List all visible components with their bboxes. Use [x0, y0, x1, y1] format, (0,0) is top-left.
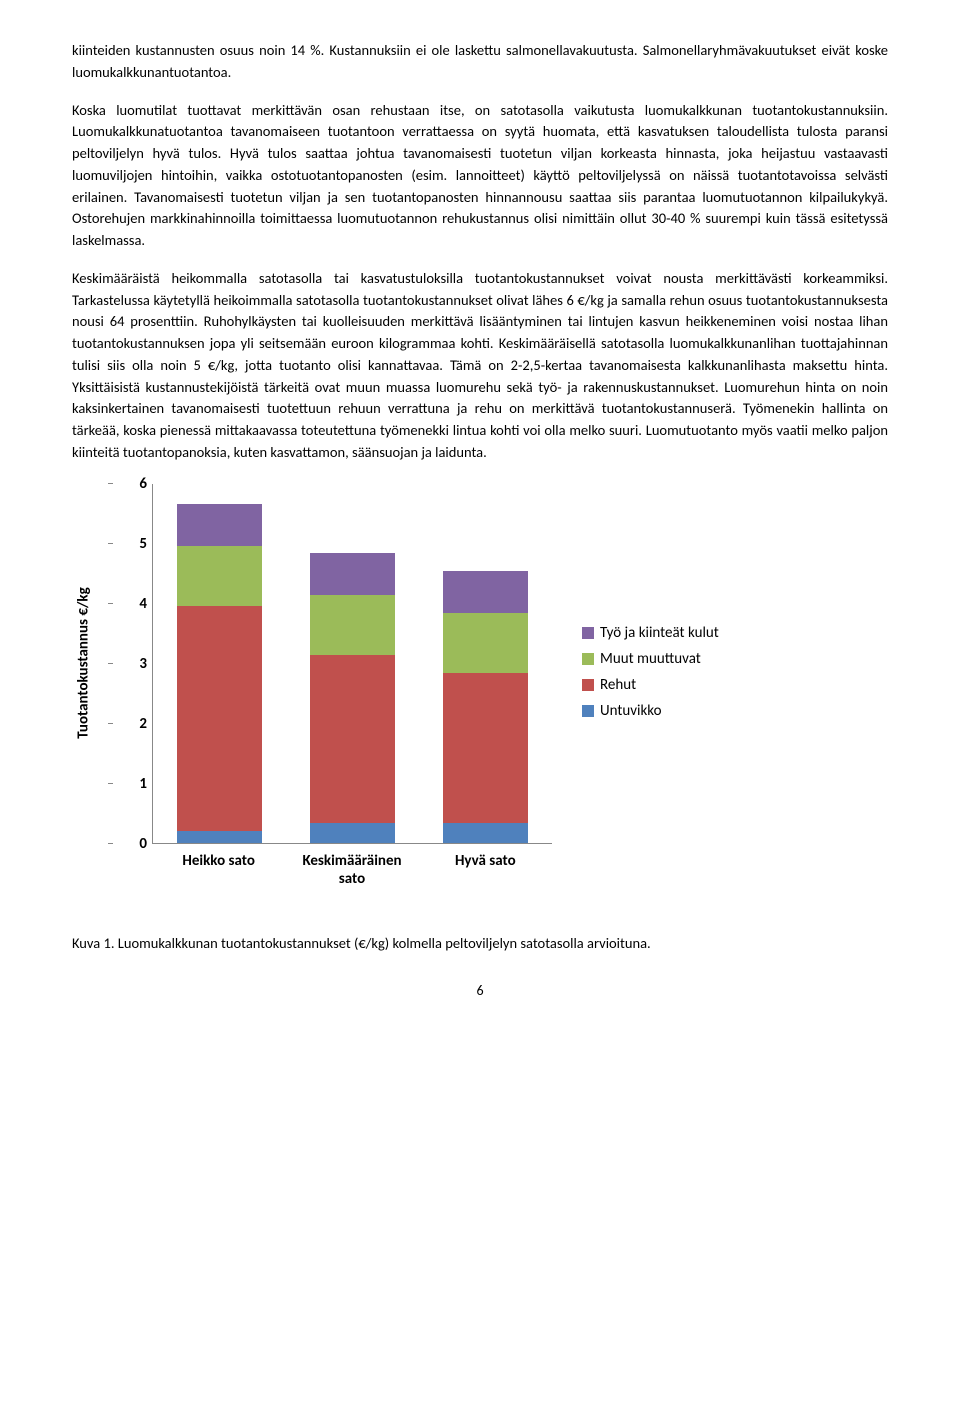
y-tick-label: 5 — [139, 535, 147, 553]
paragraph-2: Koska luomutilat tuottavat merkittävän o… — [72, 100, 888, 252]
bar-segment — [443, 613, 528, 673]
legend-item: Rehut — [582, 676, 719, 694]
legend-swatch — [582, 653, 594, 665]
legend-label: Rehut — [600, 676, 636, 694]
x-tick-label: Hyvä sato — [419, 852, 552, 888]
legend-swatch — [582, 705, 594, 717]
bar — [177, 504, 262, 843]
legend: Työ ja kiinteät kulut Muut muuttuvat Rehut… — [582, 624, 719, 728]
y-tick-label: 0 — [139, 835, 147, 853]
bar-segment — [310, 823, 395, 842]
bar-segment — [443, 673, 528, 823]
bar-segment — [443, 571, 528, 613]
bar-segment — [177, 831, 262, 843]
bar-segment — [177, 546, 262, 606]
bar-segment — [310, 655, 395, 823]
bar-segment — [177, 504, 262, 546]
bar — [310, 553, 395, 842]
y-tick-label: 3 — [139, 655, 147, 673]
bar-segment — [177, 606, 262, 831]
x-tick-label: Heikko sato — [152, 852, 285, 888]
legend-label: Muut muuttuvat — [600, 650, 701, 668]
legend-swatch — [582, 627, 594, 639]
y-tick-label: 6 — [139, 475, 147, 493]
production-cost-chart: 0123456Tuotantokustannus €/kgHeikko sato… — [102, 484, 762, 904]
legend-item: Muut muuttuvat — [582, 650, 719, 668]
bar — [443, 571, 528, 842]
bar-segment — [310, 595, 395, 655]
y-tick-label: 2 — [139, 715, 147, 733]
legend-item: Untuvikko — [582, 702, 719, 720]
paragraph-1: kiinteiden kustannusten osuus noin 14 %.… — [72, 40, 888, 84]
page-number: 6 — [72, 982, 888, 999]
bar-segment — [443, 823, 528, 842]
paragraph-3: Keskimääräistä heikommalla satotasolla t… — [72, 268, 888, 464]
y-tick-label: 1 — [139, 775, 147, 793]
x-tick-label: Keskimääräinen sato — [285, 852, 418, 888]
legend-item: Työ ja kiinteät kulut — [582, 624, 719, 642]
y-tick-label: 4 — [139, 595, 147, 613]
chart-container: 0123456Tuotantokustannus €/kgHeikko sato… — [102, 484, 888, 904]
legend-label: Untuvikko — [600, 702, 662, 720]
bar-segment — [310, 553, 395, 595]
legend-label: Työ ja kiinteät kulut — [600, 624, 719, 642]
y-axis-label: Tuotantokustannus €/kg — [75, 587, 93, 738]
chart-caption: Kuva 1. Luomukalkkunan tuotantokustannuk… — [72, 934, 888, 952]
legend-swatch — [582, 679, 594, 691]
